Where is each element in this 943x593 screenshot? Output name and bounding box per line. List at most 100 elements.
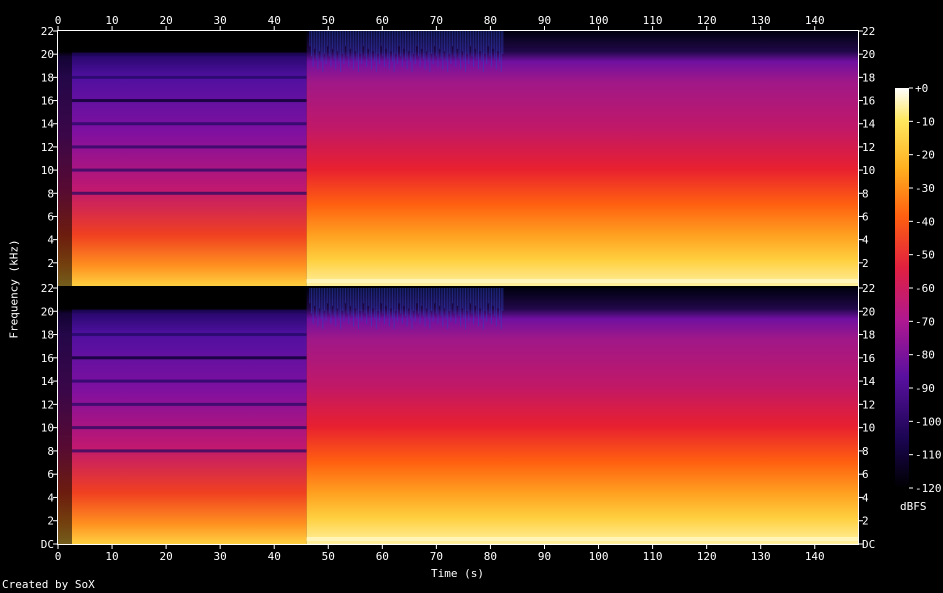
transient-streak — [400, 288, 402, 314]
transient-streak — [336, 31, 338, 52]
y-tick-label-right: 10 — [862, 422, 875, 435]
colorbar-tick-label: -70 — [915, 315, 935, 328]
colorbar-tick-label: -50 — [915, 249, 935, 262]
transient-streak — [405, 31, 407, 60]
transient-streak — [312, 288, 314, 324]
transient-streak — [398, 31, 400, 47]
transient-streak — [452, 288, 454, 304]
transient-streak — [366, 288, 368, 324]
transient-streak — [332, 31, 334, 49]
x-tick-label-bottom: 10 — [105, 550, 118, 563]
transient-streak — [405, 288, 407, 317]
transient-streak — [319, 288, 321, 309]
transient-streak — [364, 31, 366, 57]
transient-streak — [395, 31, 397, 54]
harmonic-band — [72, 379, 307, 383]
transient-streak — [440, 31, 442, 60]
spectrogram-segment-2 — [306, 31, 858, 286]
x-axis-label: Time (s) — [431, 567, 484, 580]
transient-streak — [481, 288, 483, 319]
transient-streak — [309, 288, 311, 304]
transient-streak — [314, 288, 316, 306]
transient-streak — [474, 288, 476, 306]
harmonic-band — [72, 426, 307, 430]
y-tick-label-right: 18 — [862, 329, 875, 342]
x-tick-label-top: 100 — [589, 14, 609, 27]
transient-streak — [390, 288, 392, 309]
transient-streak — [380, 288, 382, 304]
colorbar-tick-label: -100 — [915, 415, 942, 428]
transient-streak — [335, 288, 337, 327]
y-tick-label-right: 14 — [862, 375, 876, 388]
transient-streak — [382, 288, 384, 314]
transient-streak — [426, 31, 428, 52]
transient-streak — [476, 288, 478, 317]
transient-streak — [362, 31, 364, 47]
transient-streak — [403, 288, 405, 306]
x-tick-label-top: 80 — [484, 14, 497, 27]
transient-streak — [380, 31, 382, 47]
segment-edge — [58, 288, 72, 544]
transient-streak — [500, 288, 502, 329]
transient-streak — [442, 288, 444, 327]
transient-streak — [440, 288, 442, 317]
y-tick-label-right: 2 — [862, 515, 869, 528]
transient-streak — [364, 288, 366, 314]
transient-streak — [424, 288, 426, 327]
transient-streak — [445, 31, 447, 62]
transient-streak — [416, 288, 418, 304]
credit-text: Created by SoX — [2, 578, 95, 591]
transient-streak — [430, 288, 432, 312]
transient-streak — [409, 288, 411, 319]
y-tick-label-right: DC — [862, 538, 875, 551]
transient-streak — [419, 31, 421, 67]
transient-streak — [494, 288, 496, 317]
transient-streak — [330, 31, 332, 67]
transient-streak — [401, 31, 403, 67]
transient-streak — [468, 31, 470, 65]
transient-streak — [379, 288, 381, 322]
transient-streak — [432, 31, 434, 65]
x-tick-label-top: 70 — [430, 14, 443, 27]
transient-streak — [424, 31, 426, 70]
transient-streak — [345, 31, 347, 47]
y-tick-label-left: 2 — [47, 515, 54, 528]
transient-streak — [492, 31, 494, 49]
transient-streak — [406, 288, 408, 327]
transient-streak — [392, 288, 394, 319]
harmonic-band — [72, 52, 307, 56]
y-tick-label-left: 20 — [41, 48, 54, 61]
transient-streak — [408, 288, 410, 309]
transient-streak — [333, 31, 335, 60]
y-tick-label-right: 20 — [862, 305, 875, 318]
low-frequency-band — [306, 279, 858, 284]
transient-streak — [418, 31, 419, 57]
y-tick-label-right: 20 — [862, 48, 875, 61]
transient-streak — [497, 31, 499, 52]
transient-streak — [447, 288, 449, 329]
harmonic-band — [72, 75, 307, 79]
y-tick-label-left: 18 — [41, 329, 54, 342]
transient-streak — [390, 31, 392, 52]
transient-streak — [341, 288, 343, 312]
transient-streak — [314, 31, 316, 49]
y-tick-label-left: 16 — [41, 95, 54, 108]
transient-streak — [445, 288, 447, 319]
transient-streak — [430, 31, 432, 54]
transient-streak — [330, 288, 332, 324]
y-tick-label-right: 8 — [862, 187, 869, 200]
transient-streak — [463, 31, 465, 62]
transient-streak — [401, 288, 403, 324]
transient-streak — [487, 288, 489, 304]
y-tick-label-right: 10 — [862, 164, 875, 177]
transient-streak — [343, 288, 345, 322]
transient-streak — [421, 288, 423, 306]
y-tick-label-right: 16 — [862, 95, 875, 108]
transient-streak — [392, 31, 394, 62]
transient-streak — [448, 288, 450, 312]
transient-streak — [434, 288, 436, 304]
transient-streak — [458, 31, 460, 60]
x-tick-label-top: 60 — [376, 14, 389, 27]
x-tick-label-bottom: 120 — [697, 550, 717, 563]
transient-streak — [447, 31, 449, 72]
